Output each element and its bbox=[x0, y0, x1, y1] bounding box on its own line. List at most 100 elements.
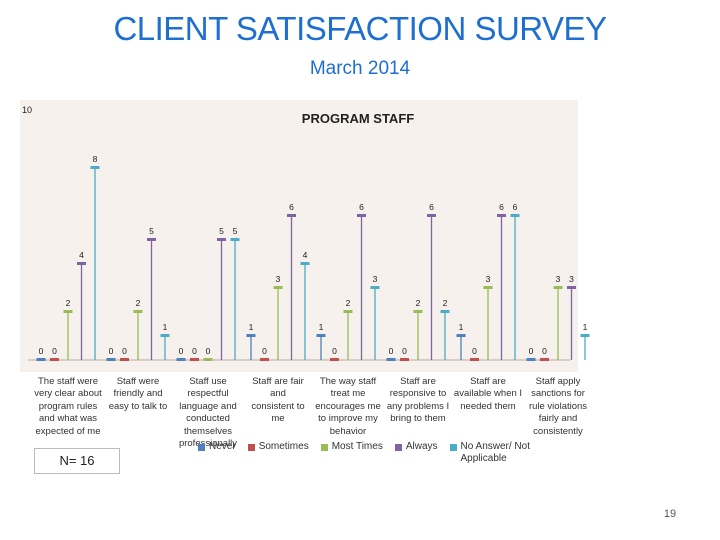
legend-label: Always bbox=[405, 441, 438, 452]
legend-swatch bbox=[394, 444, 402, 451]
bar-marker bbox=[470, 358, 479, 361]
bar-marker bbox=[370, 286, 380, 289]
category-label-line: professionally bbox=[178, 438, 238, 450]
data-label: 3 bbox=[486, 274, 491, 284]
category-label-line: sanctions for bbox=[531, 388, 585, 400]
data-label: 4 bbox=[79, 250, 84, 260]
data-label: 4 bbox=[303, 250, 308, 260]
data-label: 1 bbox=[163, 322, 168, 332]
data-label: 2 bbox=[416, 298, 421, 308]
category-label-line: consistently bbox=[533, 425, 583, 437]
legend-label: Most Times bbox=[331, 441, 383, 452]
category-label-line: fairly and bbox=[538, 413, 578, 425]
bar-marker bbox=[260, 358, 269, 361]
legend-label: Never bbox=[209, 441, 236, 452]
data-label: 2 bbox=[66, 298, 71, 308]
plot-area bbox=[20, 100, 578, 372]
category-label-line: conducted bbox=[186, 413, 230, 425]
bar-marker bbox=[203, 358, 213, 361]
legend-label: Sometimes bbox=[258, 441, 309, 452]
bar-marker bbox=[120, 358, 129, 361]
data-label: 1 bbox=[583, 322, 588, 332]
category-label-line: easy to talk to bbox=[108, 400, 168, 412]
bar-marker bbox=[343, 310, 353, 313]
legend-label: No Answer/ Not Applicable bbox=[460, 441, 530, 464]
category-label: Staff were friendly and easy to talk to bbox=[103, 376, 173, 413]
data-label: 3 bbox=[556, 274, 561, 284]
category-label-line: Staff were bbox=[116, 376, 160, 387]
bar-marker bbox=[483, 286, 493, 289]
data-label: 3 bbox=[373, 274, 378, 284]
data-label: 0 bbox=[262, 346, 267, 356]
bar-marker bbox=[160, 334, 170, 337]
category-label-line: The staff were bbox=[37, 376, 99, 387]
bar-marker bbox=[413, 310, 423, 313]
data-label: 1 bbox=[459, 322, 464, 332]
category-label: Staff apply sanctions for rule violations f… bbox=[523, 376, 593, 438]
data-label: 0 bbox=[109, 346, 114, 356]
bar-marker bbox=[133, 310, 143, 313]
bar-marker bbox=[316, 334, 326, 337]
data-label: 5 bbox=[219, 226, 224, 236]
category-label: The way staff treat me encourages me to imp… bbox=[313, 376, 383, 438]
category-label-line: very clear about bbox=[34, 388, 102, 400]
bar-marker bbox=[63, 310, 73, 313]
data-label: 0 bbox=[472, 346, 477, 356]
category-label-line: expected of me bbox=[35, 425, 101, 437]
category-label-line: respectful bbox=[187, 388, 229, 400]
legend-swatch bbox=[247, 444, 255, 451]
data-label: 5 bbox=[233, 226, 238, 236]
category-label-line: and what was bbox=[38, 413, 98, 425]
category-label-line: to improve my bbox=[318, 413, 378, 425]
bar-marker bbox=[526, 358, 536, 361]
data-label: 6 bbox=[359, 202, 364, 212]
bar-marker bbox=[217, 238, 226, 241]
bar-marker bbox=[50, 358, 59, 361]
bar-marker bbox=[77, 262, 86, 265]
data-label: 0 bbox=[192, 346, 197, 356]
bar-marker bbox=[553, 286, 563, 289]
legend-swatch bbox=[198, 444, 205, 451]
category-label-line: The way staff bbox=[319, 376, 377, 387]
category-label: Staff use respectful language and conducted… bbox=[173, 376, 243, 450]
bar-marker bbox=[147, 238, 156, 241]
bar-marker bbox=[106, 358, 116, 361]
data-label: 1 bbox=[319, 322, 324, 332]
legend-item: Most Times bbox=[320, 441, 383, 465]
category-label-line: program rules bbox=[38, 400, 98, 412]
legend-swatch bbox=[320, 444, 328, 451]
bar-marker bbox=[400, 358, 409, 361]
bar-marker bbox=[36, 358, 46, 361]
bar-marker bbox=[580, 334, 590, 337]
data-label: 0 bbox=[179, 346, 184, 356]
data-label: 0 bbox=[389, 346, 394, 356]
category-label-line: friendly and bbox=[113, 388, 163, 400]
legend-item: Always bbox=[394, 441, 438, 465]
category-label-line: needed them bbox=[460, 400, 516, 412]
category-label-line: themselves bbox=[183, 425, 233, 437]
data-label: 0 bbox=[52, 346, 57, 356]
data-label: 6 bbox=[289, 202, 294, 212]
category-label-line: language and bbox=[179, 400, 237, 412]
category-label-line: treat me bbox=[330, 388, 366, 400]
category-label-line: rule violations bbox=[528, 400, 588, 412]
data-label: 1 bbox=[249, 322, 254, 332]
category-label-line: encourages me bbox=[315, 400, 381, 412]
chart-title: PROGRAM STAFF bbox=[302, 111, 414, 126]
category-label: The staff were very clear about program ru… bbox=[33, 376, 103, 438]
bar-marker bbox=[567, 286, 576, 289]
bar-marker bbox=[440, 310, 450, 313]
category-label-line: me bbox=[271, 413, 285, 425]
data-label: 6 bbox=[499, 202, 504, 212]
legend-swatch bbox=[449, 444, 457, 451]
data-label: 8 bbox=[93, 154, 98, 164]
bar-marker bbox=[246, 334, 256, 337]
y-axis-max-label: 10 bbox=[22, 105, 32, 115]
bar-marker bbox=[510, 214, 520, 217]
category-label: Staff are fair and consistent to me bbox=[243, 376, 313, 426]
slide-subtitle: March 2014 bbox=[309, 58, 411, 79]
data-label: 0 bbox=[39, 346, 44, 356]
bar-marker bbox=[427, 214, 436, 217]
page-number: 19 bbox=[663, 508, 677, 520]
